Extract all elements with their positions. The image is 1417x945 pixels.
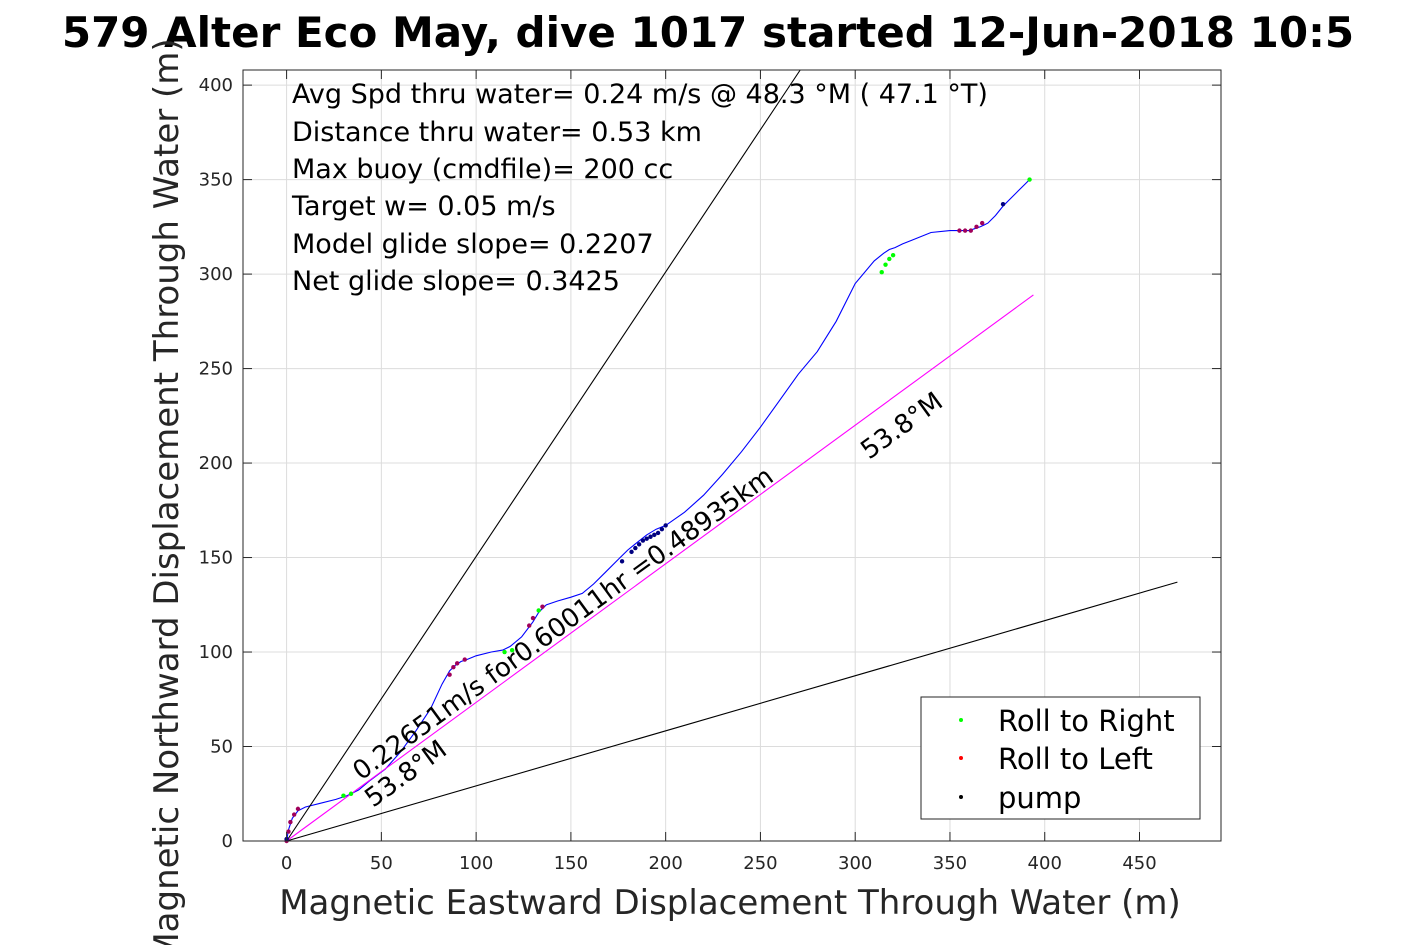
pump-point — [663, 523, 668, 528]
legend-marker-pump — [959, 795, 963, 799]
y-tick-label: 0 — [222, 831, 233, 852]
roll-right-point — [341, 793, 346, 798]
y-tick-label: 400 — [199, 75, 233, 96]
roll-left-point — [286, 829, 291, 834]
x-tick-label: 0 — [281, 853, 292, 874]
roll-left-point — [451, 664, 456, 670]
y-tick-label: 150 — [199, 548, 233, 569]
pump-point — [652, 532, 657, 538]
roll-left-point — [968, 228, 974, 233]
roll-left-point — [957, 228, 962, 233]
y-axis-label: Magnetic Northward Displacement Through … — [147, 38, 187, 945]
x-tick-label: 100 — [459, 853, 493, 874]
plot-frame — [242, 69, 1222, 842]
roll-right-point — [536, 608, 541, 613]
roll-left-point — [447, 672, 452, 677]
annotation-model-glide: Model glide slope= 0.2207 — [292, 229, 654, 260]
glide-bound-lower-line — [286, 581, 1178, 842]
roll-right-point — [879, 269, 884, 275]
y-tick-label: 200 — [199, 453, 233, 474]
roll-right-point — [883, 262, 888, 267]
legend-label-pump: pump — [998, 781, 1081, 815]
y-tick-label: 300 — [199, 264, 233, 285]
x-axis-label: Magnetic Eastward Displacement Through W… — [279, 883, 1181, 923]
roll-right-point — [1027, 177, 1032, 182]
roll-left-point — [291, 812, 297, 817]
roll-left-point — [526, 623, 532, 628]
annotation-max-buoy: Max buoy (cmdfile)= 200 cc — [292, 154, 673, 185]
pump-point — [636, 542, 642, 547]
roll-left-point — [540, 604, 545, 609]
annotation-distance: Distance thru water= 0.53 km — [292, 117, 702, 148]
annotation-net-glide: Net glide slope= 0.3425 — [292, 266, 620, 297]
stats-annotations: Avg Spd thru water= 0.24 m/s @ 48.3 °M (… — [291, 79, 988, 297]
data-points — [284, 177, 1032, 844]
chart-title: 579 Alter Eco May, dive 1017 started 12-… — [62, 8, 1354, 57]
roll-left-point — [462, 657, 467, 662]
net-heading-line — [286, 294, 1034, 842]
x-tick-label: 350 — [933, 853, 967, 874]
roll-left-point — [974, 224, 979, 230]
pump-point — [640, 538, 646, 543]
roll-left-point — [530, 615, 536, 621]
y-tick-label: 250 — [199, 359, 233, 380]
pump-point — [659, 526, 665, 532]
axis-ticks: 0 50 100 150 200 250 300 350 400 450 0 50 100 150 200 2… — [199, 70, 1221, 874]
legend: Roll to Right Roll to Left pump — [920, 696, 1201, 820]
legend-marker-roll-left — [959, 756, 963, 760]
roll-left-point — [454, 661, 460, 666]
pump-point — [629, 549, 634, 555]
legend-marker-roll-right — [959, 718, 963, 722]
roll-right-point — [348, 791, 354, 796]
pump-point — [644, 536, 649, 541]
pump-point — [619, 559, 625, 564]
roll-right-point — [509, 647, 515, 653]
x-tick-label: 250 — [743, 853, 777, 874]
pump-point — [633, 545, 638, 551]
roll-left-point — [979, 220, 985, 226]
y-tick-label: 100 — [199, 642, 233, 663]
y-tick-label: 350 — [199, 170, 233, 191]
x-tick-label: 450 — [1122, 853, 1156, 874]
annotation-target-w: Target w= 0.05 m/s — [291, 191, 556, 222]
roll-right-point — [502, 649, 507, 655]
x-tick-label: 400 — [1028, 853, 1062, 874]
x-tick-label: 300 — [838, 853, 872, 874]
y-tick-label: 50 — [210, 737, 233, 758]
roll-left-point — [288, 819, 293, 825]
x-tick-label: 50 — [370, 853, 393, 874]
pump-point — [1000, 201, 1006, 207]
roll-right-point — [887, 256, 892, 262]
glide-bound-upper-line — [286, 69, 801, 842]
x-tick-label: 150 — [554, 853, 588, 874]
x-tick-label: 200 — [648, 853, 682, 874]
roll-right-point — [890, 252, 896, 258]
legend-label-roll-left: Roll to Left — [998, 742, 1153, 776]
annotation-avg-speed: Avg Spd thru water= 0.24 m/s @ 48.3 °M (… — [292, 79, 988, 110]
roll-left-point — [962, 228, 968, 233]
pump-point — [648, 534, 653, 539]
data-lines — [286, 69, 1178, 842]
legend-label-roll-right: Roll to Right — [998, 704, 1175, 738]
legend-box — [920, 696, 1201, 820]
roll-left-point — [295, 806, 301, 812]
pump-point — [655, 530, 661, 536]
